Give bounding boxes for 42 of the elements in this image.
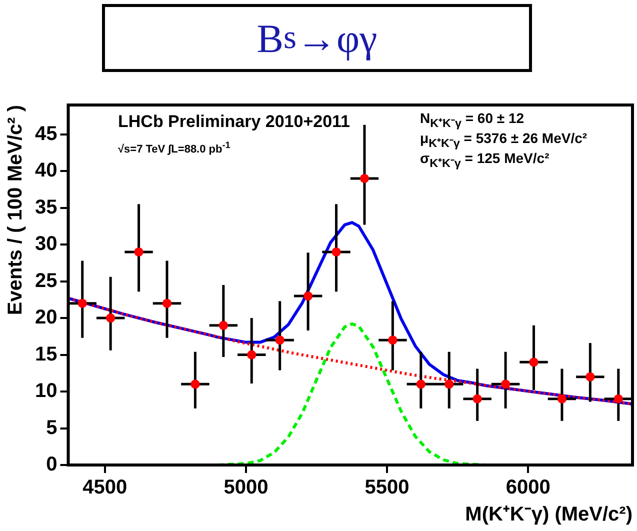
y-tick-label: 30: [34, 233, 58, 256]
point: [388, 336, 398, 345]
y-tick-label: 40: [34, 160, 58, 182]
x-tick-label: 5000: [224, 476, 268, 499]
point: [557, 394, 566, 404]
x-tick-label: 5500: [364, 476, 410, 499]
point: [190, 380, 200, 389]
y-tick-label: 20: [34, 306, 58, 329]
point: [162, 298, 172, 308]
point: [416, 380, 426, 389]
y-tick-label: 45: [34, 122, 58, 145]
y-tick-label: 10: [34, 380, 58, 402]
line-series: [68, 296, 632, 406]
point: [360, 174, 369, 183]
point: [332, 247, 341, 256]
y-tick-label: 25: [34, 270, 58, 292]
point: [247, 350, 256, 360]
y-axis-title: Events / ( 100 MeV/c² ): [4, 105, 27, 316]
annotation: LHCb Preliminary 2010+2011: [118, 112, 350, 132]
x-tick-label: 6000: [506, 476, 550, 499]
y-tick-label: 5: [46, 416, 58, 439]
y-tick-label: 35: [34, 196, 58, 218]
x-tick-label: 4500: [82, 476, 128, 499]
point: [134, 247, 144, 256]
point: [304, 292, 313, 301]
annotation: √s=7 TeV ∫L=88.0 pb$^{-1}$: [118, 140, 230, 156]
point: [586, 372, 595, 382]
y-tick-label: 0: [46, 454, 58, 476]
point: [444, 380, 454, 389]
point: [529, 358, 538, 367]
point: [472, 394, 482, 404]
x-axis-title: M(K⁺K⁻γ) (MeV/c²): [465, 504, 632, 526]
point: [275, 336, 284, 345]
point: [218, 320, 228, 330]
point: [106, 314, 116, 323]
annotation: σ$_{K⁺K⁻γ}$ = 125 MeV/c²: [420, 150, 550, 170]
point: [78, 298, 87, 308]
y-tick-label: 15: [34, 343, 58, 366]
annotation: N$_{K⁺K⁻γ}$ = 60 ± 12: [420, 110, 524, 130]
point: [614, 394, 623, 404]
point: [501, 380, 510, 389]
annotation: μ$_{K⁺K⁻γ}$ = 5376 ± 26 MeV/c²: [420, 130, 588, 150]
